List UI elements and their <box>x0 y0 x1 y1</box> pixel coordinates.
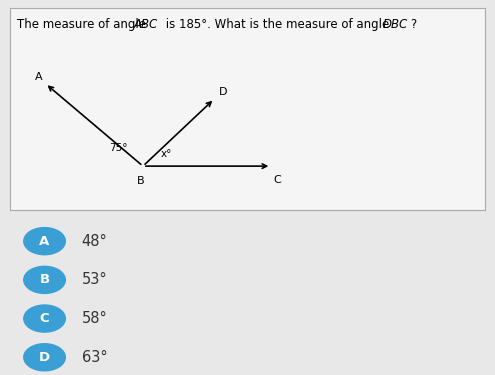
Text: The measure of angle: The measure of angle <box>17 18 150 31</box>
Text: C: C <box>40 312 50 325</box>
Text: 53°: 53° <box>82 272 107 287</box>
Circle shape <box>24 228 65 255</box>
Text: 58°: 58° <box>82 311 107 326</box>
Text: 48°: 48° <box>82 234 107 249</box>
Text: A: A <box>35 72 43 82</box>
Circle shape <box>24 305 65 332</box>
Text: 75°: 75° <box>109 143 128 153</box>
Circle shape <box>24 266 65 293</box>
Text: D: D <box>219 87 228 97</box>
Text: B: B <box>40 273 50 286</box>
Text: ABC: ABC <box>134 18 158 31</box>
Text: B: B <box>137 176 145 186</box>
Text: D: D <box>39 351 50 364</box>
Text: x°: x° <box>161 149 172 159</box>
Text: DBC: DBC <box>383 18 408 31</box>
Circle shape <box>24 344 65 371</box>
Text: C: C <box>274 175 281 184</box>
Text: ?: ? <box>410 18 417 31</box>
Text: A: A <box>40 235 50 248</box>
Text: 63°: 63° <box>82 350 107 365</box>
Text: is 185°. What is the measure of angle: is 185°. What is the measure of angle <box>162 18 393 31</box>
